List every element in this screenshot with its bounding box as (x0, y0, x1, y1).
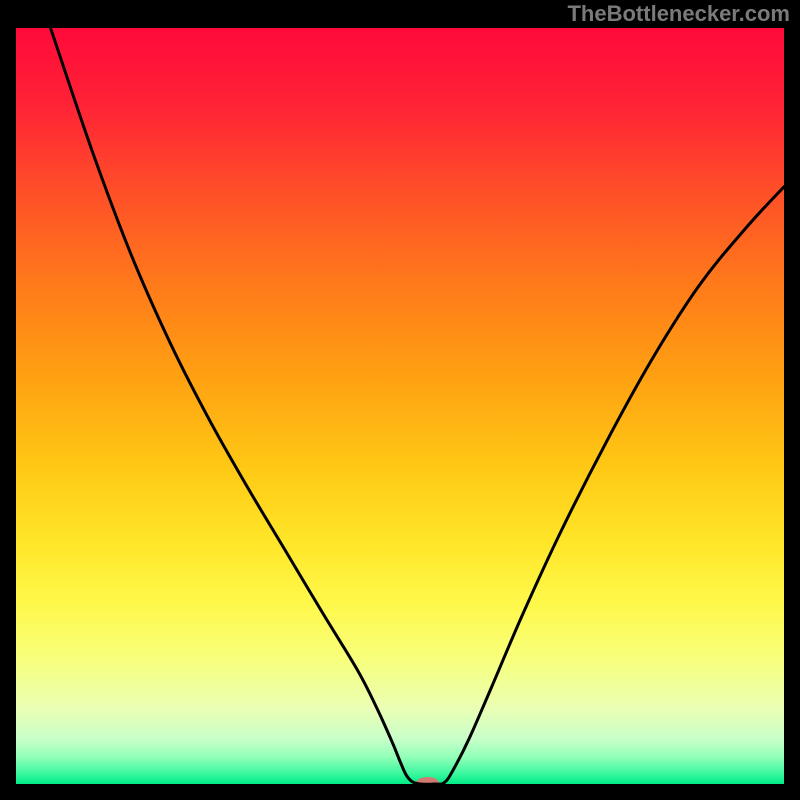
plot-background-gradient (16, 28, 784, 784)
watermark-text: TheBottlenecker.com (567, 0, 790, 28)
chart-frame: TheBottlenecker.com (0, 0, 800, 800)
bottleneck-chart (0, 0, 800, 800)
